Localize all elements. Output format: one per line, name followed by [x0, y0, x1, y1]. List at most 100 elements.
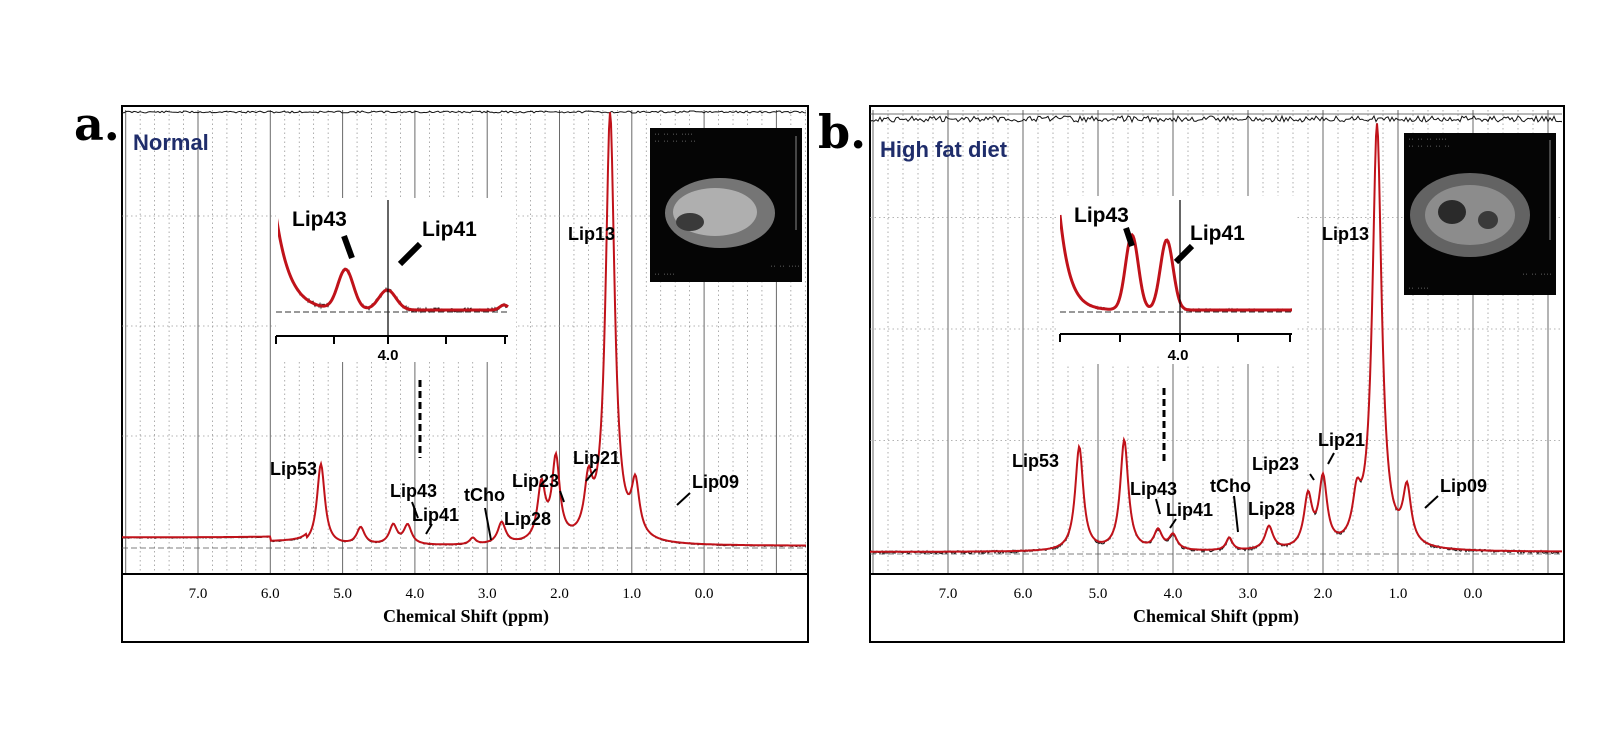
x-tick-label: 5.0	[333, 586, 352, 602]
leader-lip23	[1309, 473, 1315, 481]
leader-lip43	[411, 501, 419, 519]
residual-trace	[870, 114, 1562, 124]
series-fit	[122, 112, 806, 547]
inset-arrow-1	[1123, 227, 1135, 247]
x-tick-label: 7.0	[939, 586, 958, 602]
leader-lip41	[425, 523, 433, 535]
series-fit	[870, 123, 1562, 553]
panel-a-axis-box	[121, 573, 809, 643]
peak-label-lip13: Lip13	[1322, 224, 1369, 244]
leader-lip23	[559, 490, 565, 503]
x-tick-label: 1.0	[622, 586, 641, 602]
panel-b-title: High fat diet	[880, 137, 1008, 162]
panel-b-mri-text-3: ·· ·· ····	[1522, 272, 1552, 278]
panel-a-mri-organ	[676, 213, 704, 231]
panel-b-inset-label-1: Lip43	[1074, 204, 1129, 227]
peak-label-lip41: Lip41	[412, 505, 459, 525]
x-tick-label: 2.0	[550, 586, 569, 602]
x-tick-label: 5.0	[1089, 586, 1108, 602]
panel-a-inset: Lip43 Lip41 4.0	[275, 198, 516, 364]
panel-b-inset-trace	[1059, 200, 1292, 342]
panel-a-inset-trace	[275, 200, 509, 344]
panel-a-inset-label-2: Lip41	[422, 218, 477, 241]
peak-label-lip43: Lip43	[390, 481, 437, 501]
leader-tcho	[1233, 495, 1239, 533]
panel-b-inset-label-2: Lip41	[1190, 222, 1245, 245]
peak-label-lip41: Lip41	[1166, 500, 1213, 520]
panel-b-x-ticks: 7.0 6.0 5.0 4.0 3.0 2.0 1.0 0.0	[939, 586, 1483, 602]
leader-lip41	[1169, 518, 1177, 529]
panel-b-mri-organ	[1438, 200, 1466, 224]
leader-lip21	[585, 468, 597, 482]
panel-a-mri-text-2: ·· ·· ·· ·· ··	[654, 139, 696, 145]
x-tick-label: 1.0	[1389, 586, 1408, 602]
leader-tcho	[484, 507, 492, 541]
peak-label-lip43: Lip43	[1130, 479, 1177, 499]
peak-label-lip21: Lip21	[573, 448, 620, 468]
inset-arrow-1	[341, 234, 355, 260]
peak-label-lip53: Lip53	[270, 459, 317, 479]
leader-lip09	[1424, 495, 1439, 509]
panel-b-mri-text-1: ·· ·· ·· ····	[1408, 137, 1447, 143]
panel-a-mri-thumbnail: ·· ·· ·· ···· ·· ·· ·· ·· ·· ·· ·· ···· …	[650, 128, 802, 282]
panel-b-mri-text-4: ·· ····	[1408, 286, 1429, 292]
x-tick-label: 7.0	[189, 586, 208, 602]
peak-label-lip09: Lip09	[692, 472, 739, 492]
peak-label-lip23: Lip23	[1252, 454, 1299, 474]
panel-a-inset-tick-label: 4.0	[378, 347, 399, 364]
x-tick-label: 6.0	[1014, 586, 1033, 602]
inset-plot-area	[1060, 214, 1292, 313]
panel-b-mri-body-inner	[1425, 185, 1515, 245]
x-tick-label: 3.0	[1239, 586, 1258, 602]
x-tick-label: 0.0	[1464, 586, 1483, 602]
x-tick-label: 6.0	[261, 586, 280, 602]
panel-b-mri-text-2: ·· ·· ·· ·· ··	[1408, 144, 1450, 150]
peak-label-lip13: Lip13	[568, 224, 615, 244]
inset-arrow-2	[397, 241, 423, 267]
peak-label-tcho: tCho	[464, 485, 505, 505]
panel-b-axis-box	[869, 573, 1565, 643]
panel-a-x-ticks: 7.0 6.0 5.0 4.0 3.0 2.0 1.0 0.0	[189, 586, 714, 602]
panel-a-letter: a.	[74, 97, 120, 151]
panel-a-inset-label-1: Lip43	[292, 208, 347, 231]
peak-label-lip53: Lip53	[1012, 451, 1059, 471]
inset-series-fit	[1060, 214, 1292, 312]
peak-label-lip28: Lip28	[504, 509, 551, 529]
panel-b-letter: b.	[818, 105, 866, 159]
panel-a-spectrum	[122, 110, 806, 548]
panel-b-inset: Lip43 Lip41 4.0	[1056, 196, 1296, 364]
panel-b-peak-labels: Lip53Lip43Lip41tChoLip28Lip23Lip21Lip13L…	[1012, 224, 1487, 533]
leader-lip21	[1327, 452, 1335, 465]
panel-a-mri-text-1: ·· ·· ·· ····	[654, 132, 693, 138]
residual-trace	[122, 110, 806, 114]
panel-b: b. 7.0 6.0 5.0 4.0 3.0 2.0 1.0 0.0 Chemical Shi…	[818, 105, 1565, 643]
inset-plot-area	[278, 218, 509, 314]
x-tick-label: 3.0	[478, 586, 497, 602]
x-tick-label: 0.0	[695, 586, 714, 602]
panel-a-x-axis-label: Chemical Shift (ppm)	[383, 606, 549, 627]
x-tick-label: 2.0	[1314, 586, 1333, 602]
leader-lip43	[1155, 498, 1161, 515]
panel-b-mri-organ-2	[1478, 211, 1498, 229]
panel-b-spectrum	[870, 113, 1562, 555]
panel-a-inset-bg	[276, 198, 516, 362]
peak-label-lip09: Lip09	[1440, 476, 1487, 496]
panel-b-mri-thumbnail: ·· ·· ·· ···· ·· ·· ·· ·· ·· ·· ·· ···· …	[1404, 133, 1556, 295]
panel-a-mri-text-4: ·· ····	[654, 272, 675, 278]
x-tick-label: 4.0	[1164, 586, 1183, 602]
x-tick-label: 4.0	[406, 586, 425, 602]
panel-b-inset-tick-label: 4.0	[1168, 347, 1189, 364]
peak-label-lip23: Lip23	[512, 471, 559, 491]
peak-label-tcho: tCho	[1210, 476, 1251, 496]
leader-lip09	[676, 492, 691, 506]
panel-a-mri-text-3: ·· ·· ····	[770, 264, 800, 270]
panel-a: a. 7.0 6.0 5.0 4.0 3.0 2.0 1.0 0.0 Chemical Shi…	[74, 97, 809, 643]
inset-arrow-2	[1173, 243, 1195, 265]
inset-series-fit	[278, 218, 509, 312]
panel-a-title: Normal	[133, 130, 209, 155]
peak-label-lip28: Lip28	[1248, 499, 1295, 519]
panel-b-x-axis-label: Chemical Shift (ppm)	[1133, 606, 1299, 627]
peak-label-lip21: Lip21	[1318, 430, 1365, 450]
